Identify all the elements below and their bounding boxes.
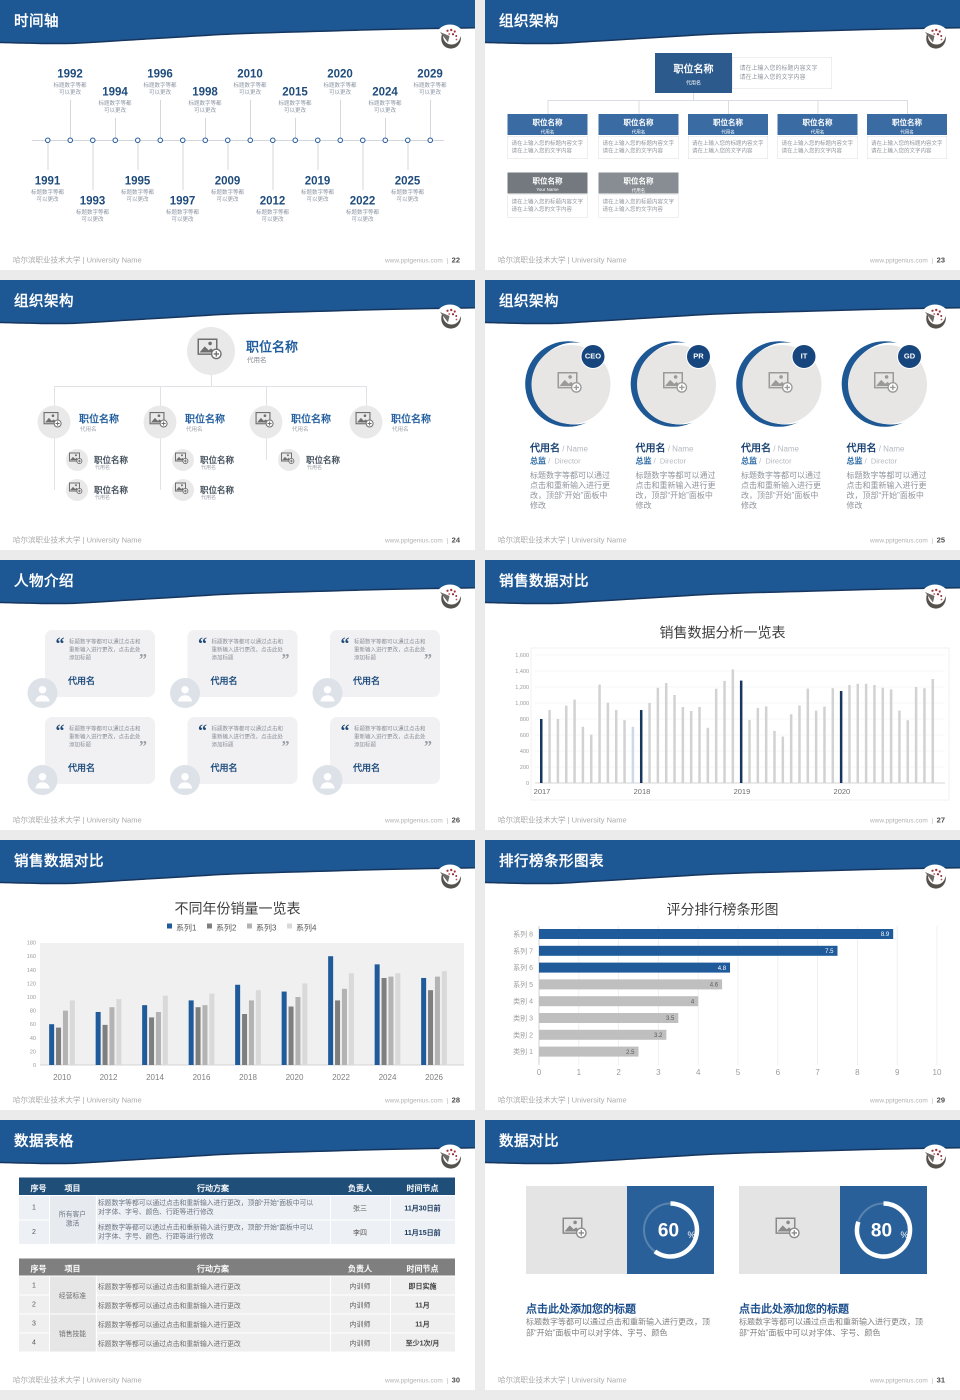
svg-text:4.6: 4.6 (710, 983, 719, 989)
svg-text:2022: 2022 (332, 1073, 350, 1082)
svg-text:4: 4 (696, 1068, 701, 1077)
svg-text:7: 7 (815, 1068, 820, 1077)
svg-text:800: 800 (520, 717, 529, 723)
svg-text:%: % (688, 1230, 696, 1240)
svg-text:系列 6: 系列 6 (513, 963, 533, 972)
svg-text:600: 600 (520, 733, 529, 739)
svg-text:0: 0 (33, 1063, 36, 1069)
svg-text:180: 180 (27, 941, 36, 947)
svg-text:80: 80 (871, 1221, 892, 1242)
svg-text:类别 1: 类别 1 (513, 1047, 533, 1056)
svg-text:1: 1 (577, 1068, 582, 1077)
svg-text:80: 80 (30, 1009, 36, 1015)
svg-text:5: 5 (736, 1068, 741, 1077)
svg-text:120: 120 (27, 981, 36, 987)
svg-text:2019: 2019 (734, 787, 751, 796)
svg-text:系列 7: 系列 7 (513, 946, 533, 955)
svg-text:系列 8: 系列 8 (513, 930, 533, 939)
svg-text:系列 5: 系列 5 (513, 980, 533, 989)
svg-text:2014: 2014 (146, 1073, 164, 1082)
svg-text:2016: 2016 (193, 1073, 211, 1082)
svg-text:60: 60 (658, 1221, 679, 1242)
svg-text:2017: 2017 (534, 787, 551, 796)
svg-text:1,600: 1,600 (515, 653, 529, 659)
svg-text:1,400: 1,400 (515, 669, 529, 675)
svg-text:8.9: 8.9 (881, 932, 890, 938)
svg-text:4: 4 (691, 999, 695, 1005)
svg-text:2024: 2024 (379, 1073, 397, 1082)
svg-text:10: 10 (933, 1068, 942, 1077)
svg-text:100: 100 (27, 995, 36, 1001)
svg-text:2018: 2018 (239, 1073, 257, 1082)
svg-text:2020: 2020 (286, 1073, 304, 1082)
svg-text:3: 3 (656, 1068, 661, 1077)
svg-text:类别 3: 类别 3 (513, 1014, 533, 1023)
svg-text:3.5: 3.5 (666, 1016, 675, 1022)
svg-text:2026: 2026 (425, 1073, 443, 1082)
svg-text:40: 40 (30, 1036, 36, 1042)
svg-text:60: 60 (30, 1022, 36, 1028)
svg-text:类别 2: 类别 2 (513, 1030, 533, 1039)
svg-text:3.2: 3.2 (654, 1033, 663, 1039)
svg-text:7.5: 7.5 (825, 949, 834, 955)
svg-text:2020: 2020 (834, 787, 851, 796)
svg-text:2.5: 2.5 (626, 1050, 635, 1056)
svg-text:9: 9 (895, 1068, 900, 1077)
svg-text:1,000: 1,000 (515, 701, 529, 707)
svg-text:400: 400 (520, 749, 529, 755)
svg-text:2010: 2010 (53, 1073, 71, 1082)
svg-text:1,200: 1,200 (515, 685, 529, 691)
svg-text:200: 200 (520, 765, 529, 771)
svg-text:160: 160 (27, 954, 36, 960)
svg-text:类别 4: 类别 4 (513, 997, 533, 1006)
svg-text:2012: 2012 (100, 1073, 118, 1082)
svg-text:0: 0 (537, 1068, 542, 1077)
svg-text:0: 0 (526, 781, 529, 787)
svg-text:4.8: 4.8 (718, 966, 727, 972)
svg-text:140: 140 (27, 968, 36, 974)
svg-text:2: 2 (616, 1068, 621, 1077)
svg-text:%: % (901, 1230, 909, 1240)
svg-text:20: 20 (30, 1049, 36, 1055)
svg-text:6: 6 (776, 1068, 781, 1077)
svg-text:8: 8 (855, 1068, 860, 1077)
svg-text:2018: 2018 (634, 787, 651, 796)
